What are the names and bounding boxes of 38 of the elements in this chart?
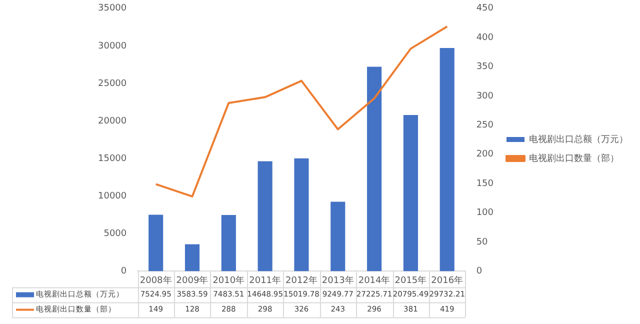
x-tick-label: 2013年 xyxy=(322,274,354,286)
y2-tick-label: 150 xyxy=(476,178,494,189)
bar xyxy=(258,161,272,272)
y-tick-label: 30000 xyxy=(98,41,127,52)
y-tick-label: 35000 xyxy=(98,4,127,14)
y-tick-label: 25000 xyxy=(98,78,127,89)
x-tick-label: 2012年 xyxy=(286,274,318,286)
text: 电视剧出口总额（万元） xyxy=(529,134,628,145)
y2-tick-label: 200 xyxy=(476,150,494,160)
y-tick-label: 15000 xyxy=(98,154,127,164)
bar xyxy=(330,202,346,272)
y-tick-label: 10000 xyxy=(98,191,127,202)
y-tick-label: 5000 xyxy=(104,229,127,239)
y2-tick-label: 0 xyxy=(476,266,482,277)
bar xyxy=(221,215,236,272)
legend-label: 电视剧出口数量（部） xyxy=(529,152,619,164)
x-tick-label: 2010年 xyxy=(212,274,245,286)
x-tick-label: 2008年 xyxy=(140,274,172,286)
bar xyxy=(440,48,454,272)
x-tick-label: 2014年 xyxy=(358,274,390,286)
x-tick-label: 2011年 xyxy=(249,274,282,286)
bar xyxy=(403,115,418,272)
x-tick-label: 2016年 xyxy=(431,274,464,286)
y2-tick-label: 100 xyxy=(476,208,494,218)
y2-tick-label: 50 xyxy=(476,237,488,248)
y2-tick-label: 250 xyxy=(476,120,494,131)
y-tick-label: 0 xyxy=(120,266,127,277)
bar xyxy=(184,244,200,272)
bar xyxy=(148,214,164,272)
bar xyxy=(294,158,309,272)
y2-tick-label: 350 xyxy=(476,62,494,72)
x-tick-label: 2015年 xyxy=(394,274,427,286)
y2-tick-label: 300 xyxy=(476,91,494,102)
y-tick-label: 20000 xyxy=(98,116,127,126)
y2-tick-label: 400 xyxy=(476,32,494,43)
y2-tick-label: 450 xyxy=(476,4,494,14)
bar xyxy=(367,66,382,272)
x-tick-label: 2009年 xyxy=(176,274,208,286)
